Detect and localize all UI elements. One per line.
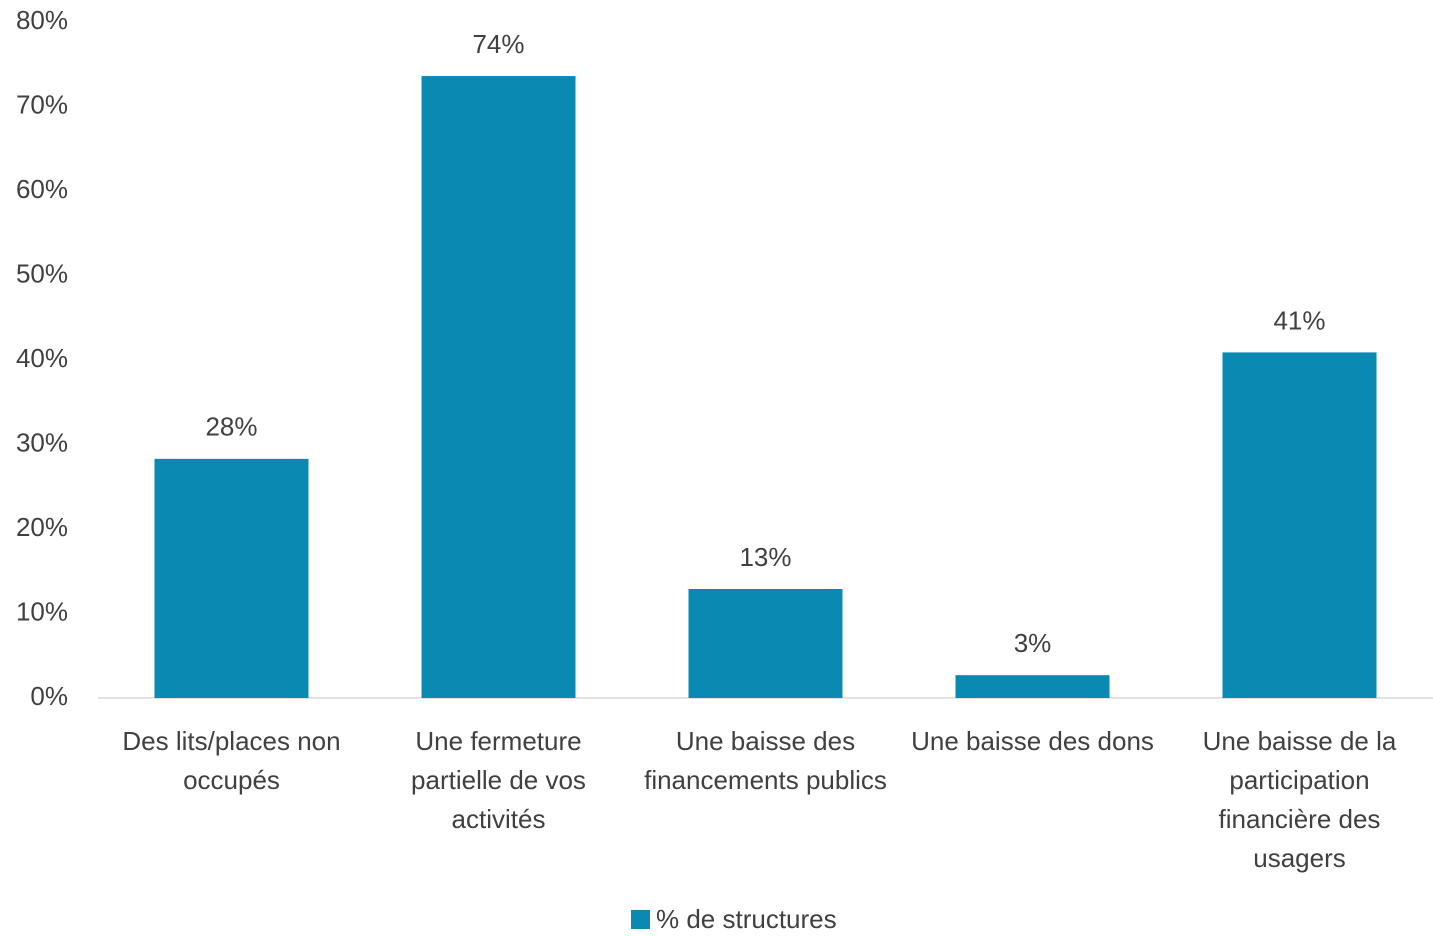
data-label: 28% [205,412,257,442]
x-tick-label: Une baisse des dons [911,726,1154,756]
y-tick-label: 30% [16,427,68,457]
legend-swatch [631,909,650,929]
x-tick-label: Une baisse de la participation financièr… [1202,726,1397,873]
x-tick-label: Une fermeture partielle de vos activités [411,726,586,834]
data-label: 3% [1014,628,1052,658]
y-tick-label: 20% [16,512,68,542]
bar [688,588,843,698]
y-tick-label: 70% [16,89,68,119]
y-tick-label: 40% [16,343,68,373]
x-tick-label: Une baisse des financements publics [644,726,887,795]
legend: % de structures [631,902,837,936]
y-tick-label: 60% [16,174,68,204]
bar [421,76,576,698]
y-tick-label: 10% [16,596,68,626]
bar [955,675,1110,698]
data-label: 41% [1273,305,1325,335]
data-label: 74% [472,29,524,59]
bar [154,458,309,698]
y-tick-label: 0% [30,681,68,711]
y-tick-label: 50% [16,258,68,288]
bar [1222,352,1377,698]
y-tick-label: 80% [16,5,68,35]
legend-label: % de structures [656,904,837,934]
x-tick-label: Des lits/places non occupés [122,726,341,795]
data-label: 13% [739,542,791,572]
